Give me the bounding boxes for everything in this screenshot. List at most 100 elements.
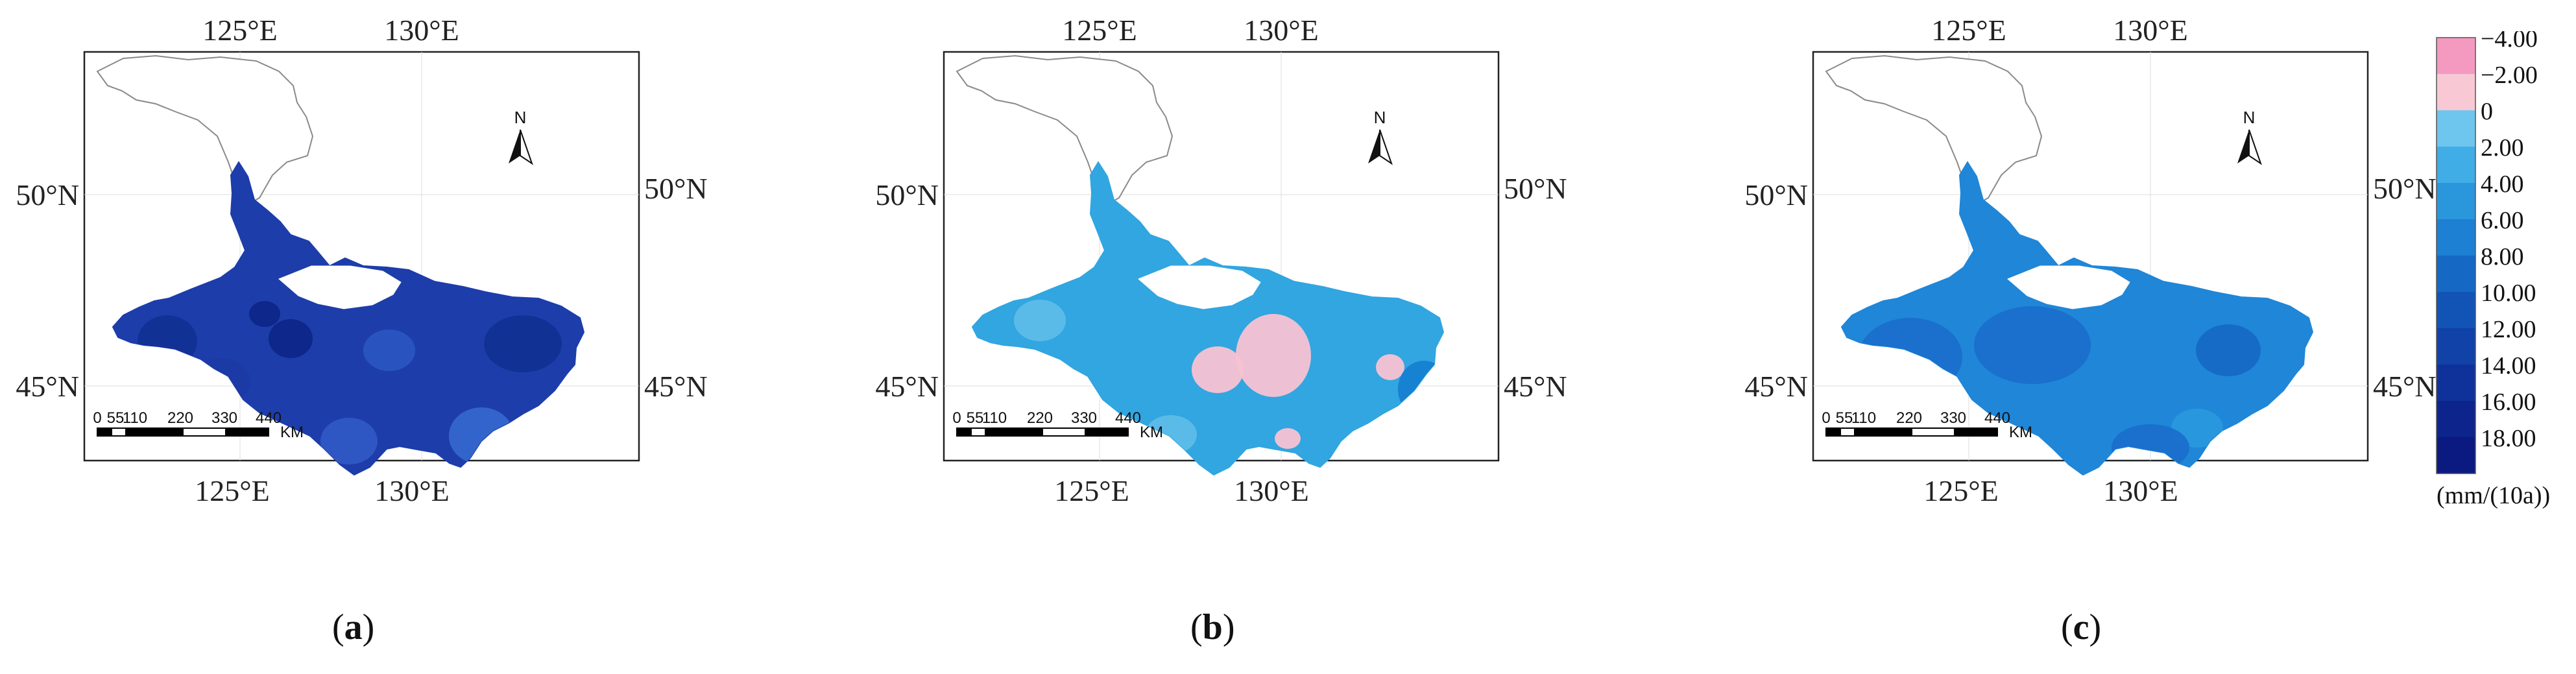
region-fill <box>971 161 1445 476</box>
scale-segment <box>111 427 126 437</box>
river-strip <box>234 162 291 241</box>
tick-label-left: 45°N <box>16 370 79 403</box>
contour-blob <box>1236 314 1311 397</box>
legend-swatch <box>2437 401 2475 437</box>
legend-label: −4.00 <box>2481 31 2538 53</box>
scale-label: 220 <box>1027 409 1053 427</box>
scale-label: 220 <box>167 409 193 427</box>
legend-label: 2.00 <box>2481 134 2524 162</box>
scale-label: 110 <box>123 409 147 427</box>
north-label: N <box>514 108 527 127</box>
contour-blob <box>363 330 415 371</box>
scale-segment <box>1854 427 1870 437</box>
legend-swatch <box>2437 437 2475 474</box>
map-svg-b: 125°E 130°E 125°E 130°E 50°N 45°N 50°N 45°N N 0 55… <box>875 14 1567 507</box>
river-strip <box>1962 162 2019 241</box>
tick-label-bottom: 130°E <box>374 474 450 507</box>
scale-segment <box>97 427 112 437</box>
legend-label: 18.00 <box>2481 425 2536 452</box>
tick-label-bottom: 125°E <box>195 474 270 507</box>
scale-label: 110 <box>1851 409 1876 427</box>
legend-swatch <box>2437 147 2475 183</box>
contour-blob <box>1275 428 1301 449</box>
tick-label-right: 45°N <box>2373 370 2437 403</box>
contour-blob <box>320 418 378 464</box>
map-panel-c: 125°E 130°E 125°E 130°E 50°N 45°N 50°N 45°N N 0 55… <box>1729 0 2572 674</box>
legend-unit: (mm/(10a)) <box>2437 482 2550 509</box>
contour-blob <box>1192 346 1244 393</box>
tick-label-top: 130°E <box>384 14 459 47</box>
scale-unit: KM <box>280 424 304 441</box>
caption-letter: b <box>1202 607 1223 647</box>
map-svg-c: 125°E 130°E 125°E 130°E 50°N 45°N 50°N 45°N N 0 55… <box>1744 14 2437 507</box>
scale-segment <box>1840 427 1855 437</box>
contour-blob <box>484 315 562 372</box>
scale-label: 440 <box>1115 409 1141 427</box>
tick-label-top: 125°E <box>1931 14 2006 47</box>
legend-label: 12.00 <box>2481 316 2536 343</box>
legend-swatch <box>2437 365 2475 401</box>
scale-segment <box>970 427 986 437</box>
legend-swatch <box>2437 219 2475 256</box>
legend-label: 4.00 <box>2481 171 2524 198</box>
contour-blob <box>1014 300 1066 341</box>
scale-segment <box>1954 427 1998 437</box>
lake <box>1138 265 1261 309</box>
map-panel-a: 125°E 130°E 125°E 130°E 50°N 45°N 50°N 45°N N 0 55… <box>0 0 843 674</box>
tick-label-right: 50°N <box>2373 172 2437 205</box>
tick-label-left: 45°N <box>875 370 939 403</box>
tick-label-top: 125°E <box>202 14 278 47</box>
caption-c: (c) <box>2061 607 2102 647</box>
scale-label: 440 <box>1984 409 2010 427</box>
tick-label-bottom: 130°E <box>2103 474 2178 507</box>
tick-label-bottom: 125°E <box>1923 474 1999 507</box>
north-label: N <box>1374 108 1386 127</box>
tick-label-right: 50°N <box>1504 172 1567 205</box>
scale-label: 0 <box>93 409 101 427</box>
legend-swatch <box>2437 110 2475 147</box>
scale-label: 440 <box>256 409 282 427</box>
scale-segment <box>1085 427 1129 437</box>
contour-blob <box>2196 324 2261 376</box>
caption-b: (b) <box>1190 607 1235 647</box>
north-arrow-icon: N <box>2237 108 2262 165</box>
tick-label-top: 125°E <box>1062 14 1137 47</box>
contour-blob <box>1974 306 2091 384</box>
tick-label-bottom: 130°E <box>1234 474 1309 507</box>
scale-segment <box>1825 427 1841 437</box>
scale-segment <box>956 427 972 437</box>
scale-segment <box>125 427 141 437</box>
scale-label: 0 <box>952 409 961 427</box>
legend-label: 10.00 <box>2481 280 2536 307</box>
scale-unit: KM <box>2009 424 2032 441</box>
legend-swatch <box>2437 38 2475 74</box>
legend-frame <box>2436 37 2476 474</box>
scale-label: 330 <box>211 409 237 427</box>
legend-label: −2.00 <box>2481 62 2538 89</box>
scale-label: 220 <box>1896 409 1922 427</box>
legend-label: 6.00 <box>2481 207 2524 234</box>
scale-segment <box>1911 427 1955 437</box>
lake <box>2007 265 2130 309</box>
scale-label: 55 <box>107 409 125 427</box>
tick-label-left: 50°N <box>875 178 939 211</box>
scale-segment <box>1042 427 1086 437</box>
scale-label: 55 <box>967 409 984 427</box>
north-arrow-icon: N <box>509 108 533 165</box>
legend-swatch <box>2437 328 2475 365</box>
scale-label: 330 <box>1071 409 1097 427</box>
region-fill <box>112 161 585 476</box>
legend-swatch <box>2437 292 2475 328</box>
legend-swatch <box>2437 183 2475 219</box>
map-svg-a: 125°E 130°E 125°E 130°E 50°N 45°N 50°N 45°N N 0 55… <box>16 14 707 507</box>
tick-label-top: 130°E <box>2113 14 2188 47</box>
caption-letter: c <box>2073 607 2089 647</box>
north-label: N <box>2243 108 2256 127</box>
tick-label-left: 45°N <box>1744 370 1808 403</box>
legend-label: 16.00 <box>2481 389 2536 416</box>
region-no-data <box>1825 54 2043 206</box>
scale-segment <box>999 427 1043 437</box>
scale-label: 55 <box>1836 409 1853 427</box>
caption-a: (a) <box>332 607 375 647</box>
